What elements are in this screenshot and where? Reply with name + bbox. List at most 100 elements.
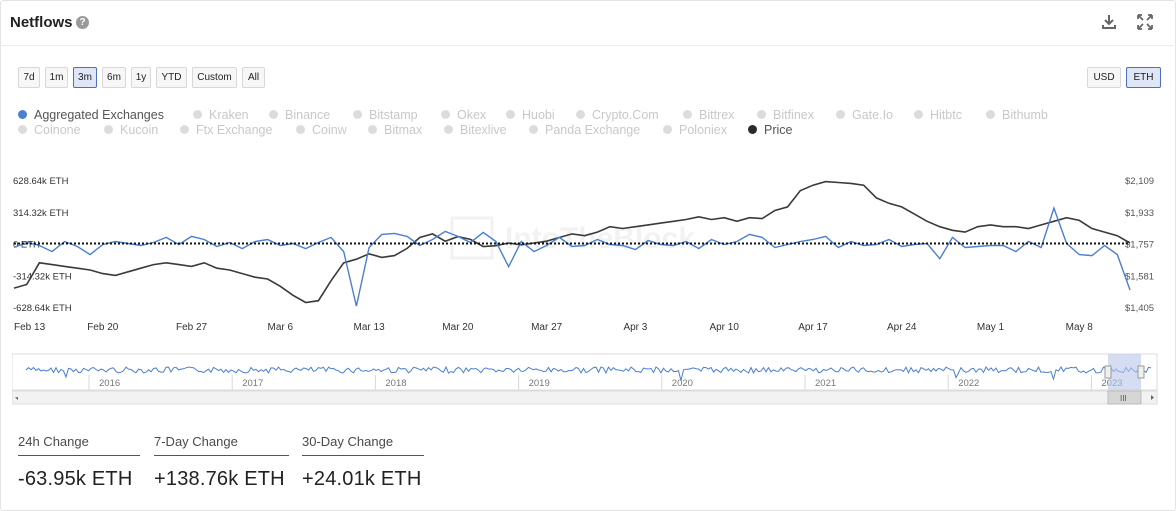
legend-item-kraken[interactable]: Kraken xyxy=(193,108,249,122)
legend-item-bittrex[interactable]: Bittrex xyxy=(683,108,734,122)
legend-dot xyxy=(663,125,672,134)
legend-item-coinw[interactable]: Coinw xyxy=(296,123,347,137)
navigator-series-line xyxy=(25,365,1152,381)
navigator-right-handle[interactable] xyxy=(1137,365,1145,379)
legend-dot xyxy=(18,125,27,134)
range-custom-button[interactable]: Custom xyxy=(192,67,237,88)
navigator-left-handle[interactable] xyxy=(1104,365,1112,379)
legend-item-coinone[interactable]: Coinone xyxy=(18,123,81,137)
legend-label: Bitexlive xyxy=(460,123,507,137)
legend-dot xyxy=(986,110,995,119)
legend-label: Kraken xyxy=(209,108,249,122)
stat-30d-value: +24.01k ETH xyxy=(302,468,422,490)
right-tick-label: $2,109 xyxy=(1125,176,1154,187)
legend-item-okex[interactable]: Okex xyxy=(441,108,486,122)
stat-7d-value: +138.76k ETH xyxy=(154,468,285,490)
legend-label: Hitbtc xyxy=(930,108,962,122)
navigator-tick-label: 2018 xyxy=(385,378,406,389)
range-3m-button[interactable]: 3m xyxy=(73,67,97,88)
left-tick-label: -314.32k ETH xyxy=(13,271,72,282)
navigator-tick-label: 2019 xyxy=(529,378,550,389)
x-tick-label: Apr 17 xyxy=(798,322,828,333)
navigator-tick-label: 2020 xyxy=(672,378,693,389)
navigator-window[interactable] xyxy=(1108,354,1141,390)
price-series-line[interactable] xyxy=(13,180,1131,304)
stat-30d-label: 30-Day Change xyxy=(302,434,424,456)
right-tick-label: $1,581 xyxy=(1125,271,1154,282)
right-tick-label: $1,757 xyxy=(1125,240,1154,251)
legend-item-poloniex[interactable]: Poloniex xyxy=(663,123,727,137)
watermark-logo xyxy=(450,216,494,260)
legend-item-hitbtc[interactable]: Hitbtc xyxy=(914,108,962,122)
download-icon[interactable] xyxy=(1100,13,1118,31)
legend-item-panda-exchange[interactable]: Panda Exchange xyxy=(529,123,640,137)
legend-item-ftx-exchange[interactable]: Ftx Exchange xyxy=(180,123,272,137)
legend-dot xyxy=(836,110,845,119)
left-tick-label: 628.64k ETH xyxy=(13,176,69,187)
legend-label: Bitfinex xyxy=(773,108,814,122)
legend-dot xyxy=(193,110,202,119)
legend-label: Price xyxy=(764,123,793,137)
scroll-right-icon[interactable] xyxy=(1151,395,1154,400)
x-tick-label: Apr 3 xyxy=(623,322,647,333)
scrollbar-track[interactable] xyxy=(12,390,1158,405)
navigator-tick-label: 2017 xyxy=(242,378,263,389)
stat-7d-label: 7-Day Change xyxy=(154,434,289,456)
question-icon[interactable]: ? xyxy=(76,16,89,29)
legend-dot xyxy=(18,110,27,119)
legend-dot xyxy=(757,110,766,119)
stat-24h-value: -63.95k ETH xyxy=(18,468,133,490)
legend-dot xyxy=(368,125,377,134)
legend-item-bithumb[interactable]: Bithumb xyxy=(986,108,1048,122)
stat-30d: 30-Day Change +24.01k ETH xyxy=(302,433,424,493)
x-tick-label: Feb 13 xyxy=(14,322,46,333)
navigator-tick-label: 2022 xyxy=(958,378,979,389)
x-tick-label: Feb 20 xyxy=(87,322,119,333)
legend-label: Ftx Exchange xyxy=(196,123,273,137)
legend-item-bitmax[interactable]: Bitmax xyxy=(368,123,422,137)
scroll-left-icon[interactable] xyxy=(15,397,18,400)
range-ytd-button[interactable]: YTD xyxy=(156,67,187,88)
netflow-series-line[interactable] xyxy=(13,205,1131,307)
legend-label: Bitstamp xyxy=(369,108,418,122)
legend-label: Bithumb xyxy=(1002,108,1048,122)
navigator[interactable]: 20162017201820192020202120222023 III xyxy=(12,353,1162,405)
range-6m-button[interactable]: 6m xyxy=(102,67,126,88)
legend-item-crypto-com[interactable]: Crypto.Com xyxy=(576,108,659,122)
legend-item-kucoin[interactable]: Kucoin xyxy=(104,123,158,137)
legend-dot xyxy=(296,125,305,134)
legend-item-bitstamp[interactable]: Bitstamp xyxy=(353,108,418,122)
range-1m-button[interactable]: 1m xyxy=(45,67,68,88)
legend-dot xyxy=(529,125,538,134)
legend-label: Crypto.Com xyxy=(592,108,659,122)
range-1y-button[interactable]: 1y xyxy=(131,67,151,88)
legend-item-price[interactable]: Price xyxy=(748,123,792,137)
unit-usd-button[interactable]: USD xyxy=(1087,67,1121,88)
range-7d-button[interactable]: 7d xyxy=(18,67,40,88)
legend-item-bitexlive[interactable]: Bitexlive xyxy=(444,123,507,137)
x-tick-label: Apr 24 xyxy=(887,322,917,333)
x-tick-label: Mar 27 xyxy=(531,322,563,333)
right-tick-label: $1,405 xyxy=(1125,303,1154,314)
unit-eth-button[interactable]: ETH xyxy=(1126,67,1161,88)
range-all-button[interactable]: All xyxy=(242,67,265,88)
legend-item-huobi[interactable]: Huobi xyxy=(506,108,555,122)
left-tick-label: -628.64k ETH xyxy=(13,303,72,314)
legend-item-binance[interactable]: Binance xyxy=(269,108,330,122)
x-tick-label: May 1 xyxy=(977,322,1005,333)
navigator-tick-label: 2016 xyxy=(99,378,120,389)
navigator-tick-label: 2021 xyxy=(815,378,836,389)
legend-label: Poloniex xyxy=(679,123,727,137)
x-tick-label: Apr 10 xyxy=(709,322,739,333)
legend-label: Coinone xyxy=(34,123,81,137)
page-title: Netflows xyxy=(10,14,73,31)
right-tick-label: $1,933 xyxy=(1125,208,1154,219)
scrollbar-thumb[interactable] xyxy=(1107,390,1142,405)
legend-item-aggregated-exchanges[interactable]: Aggregated Exchanges xyxy=(18,108,164,122)
expand-icon[interactable] xyxy=(1136,13,1154,31)
legend-dot xyxy=(180,125,189,134)
legend-item-bitfinex[interactable]: Bitfinex xyxy=(757,108,814,122)
legend-label: Coinw xyxy=(312,123,347,137)
netflows-chart[interactable]: IntoTheBlock 628.64k ETH 314.32k ETH 0 ETH… xyxy=(0,168,1176,338)
legend-item-gate-io[interactable]: Gate.Io xyxy=(836,108,893,122)
